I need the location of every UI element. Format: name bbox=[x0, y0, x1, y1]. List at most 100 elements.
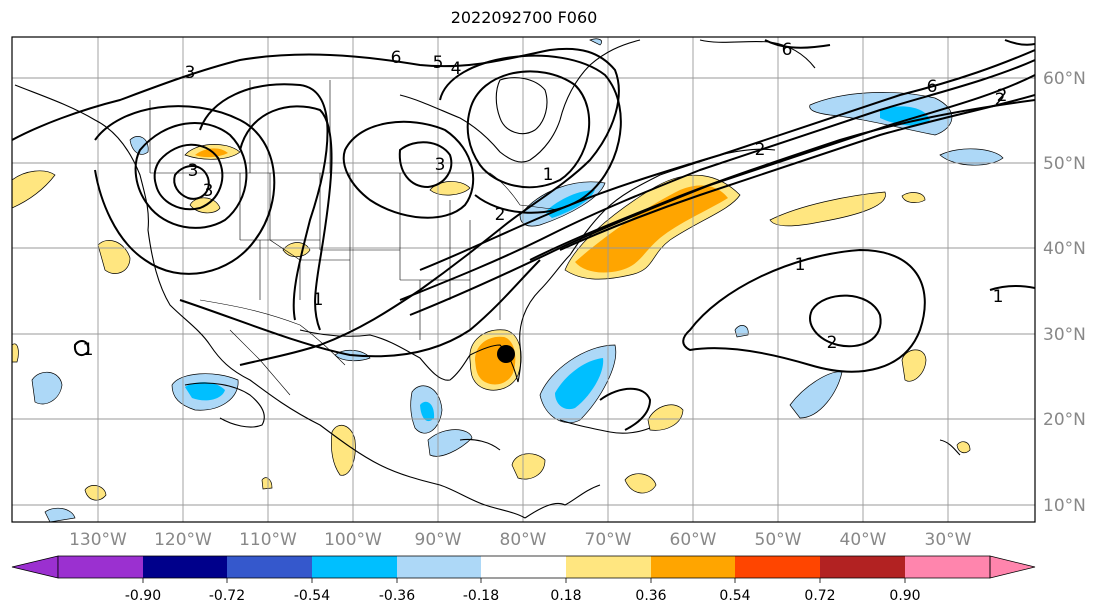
contour-label: 6 bbox=[782, 40, 793, 60]
lon-label: 50°W bbox=[755, 530, 802, 550]
cool-core-eastpac bbox=[185, 382, 225, 401]
latitude-labels: 60°N 50°N 40°N 30°N 20°N 10°N bbox=[1043, 69, 1086, 516]
colorbar-segment bbox=[735, 556, 820, 578]
warm-blob-nw-small bbox=[261, 477, 273, 490]
colorbar-tick-label: -0.90 bbox=[125, 588, 161, 604]
contour-label: 4 bbox=[451, 59, 462, 79]
contour-atlantic-jet-4 bbox=[559, 94, 1035, 251]
colorbar-segment bbox=[312, 556, 397, 578]
contour-low-west bbox=[134, 122, 248, 229]
contour-label: 6 bbox=[391, 48, 402, 68]
warm-blob-atlantic-2 bbox=[901, 192, 926, 203]
contour-label: 1 bbox=[795, 255, 806, 275]
cool-blob-bc bbox=[129, 136, 149, 155]
colorbar-segment bbox=[566, 556, 651, 578]
contour-lines bbox=[12, 39, 1035, 431]
map-title: 2022092700 F060 bbox=[450, 8, 598, 27]
cool-blob-pac-sw bbox=[44, 507, 76, 522]
contour-label: 3 bbox=[203, 181, 214, 201]
colorbar-extend-low bbox=[11, 555, 59, 579]
warm-band-core bbox=[575, 185, 728, 273]
lat-label: 60°N bbox=[1043, 69, 1086, 89]
contour-label: 1 bbox=[543, 165, 554, 185]
lat-label: 30°N bbox=[1043, 325, 1086, 345]
contour-low-lakes bbox=[342, 120, 475, 219]
contour-labels: 3 6 5 4 6 2 3 3 3 1 2 2 1 1 1 2 6 2 1 bbox=[83, 40, 1008, 360]
contour-label: 1 bbox=[313, 290, 324, 310]
contour-label: 2 bbox=[495, 205, 506, 225]
lat-label: 10°N bbox=[1043, 496, 1086, 516]
contour-east-edge bbox=[989, 284, 1035, 291]
contour-label: 2 bbox=[995, 90, 1006, 110]
contour-low-lakes-2 bbox=[398, 141, 453, 189]
warm-blob-canada-core bbox=[195, 148, 228, 158]
warm-blob-caribbean bbox=[647, 404, 684, 431]
lon-label: 60°W bbox=[670, 530, 717, 550]
contour-subtropical-inner bbox=[809, 294, 882, 348]
lat-label: 50°N bbox=[1043, 154, 1086, 174]
colorbar-tick-label: -0.36 bbox=[379, 588, 415, 604]
colorbar-segment bbox=[227, 556, 312, 578]
warm-blob-baja bbox=[84, 485, 107, 501]
colorbar-tick-label: -0.72 bbox=[209, 588, 245, 604]
colorbar-tick-label: 0.54 bbox=[719, 588, 750, 604]
contour-ne-6 bbox=[764, 39, 831, 49]
contour-gulf-loop bbox=[179, 259, 541, 358]
warm-blob-gulf bbox=[511, 453, 546, 480]
contour-atlantic-jet-3 bbox=[529, 99, 1035, 261]
colorbar-segment bbox=[397, 556, 481, 578]
warm-blob-pacific-1 bbox=[97, 240, 131, 274]
contour-label: 2 bbox=[755, 140, 766, 160]
colorbar-tick-label: -0.18 bbox=[463, 588, 499, 604]
contour-ridge-1 bbox=[199, 83, 329, 321]
colorbar-segment bbox=[58, 556, 143, 578]
lon-label: 30°W bbox=[925, 530, 972, 550]
lon-label: 110°W bbox=[239, 530, 297, 550]
colorbar-tick-label: 0.36 bbox=[635, 588, 666, 604]
cool-core-bahamas bbox=[555, 358, 604, 410]
warm-blob-atlantic-1 bbox=[769, 191, 886, 227]
cool-blob-pacific-w bbox=[31, 372, 63, 405]
lon-label: 80°W bbox=[500, 530, 547, 550]
lon-label: 40°W bbox=[840, 530, 887, 550]
contour-subtropical bbox=[682, 248, 926, 373]
warm-blob-central bbox=[624, 473, 657, 494]
contour-label: 5 bbox=[433, 53, 444, 73]
contour-label: 1 bbox=[993, 287, 1004, 307]
colorbar-extend-high bbox=[989, 555, 1036, 579]
lat-label: 20°N bbox=[1043, 410, 1086, 430]
colorbar: -0.90 -0.72 -0.54 -0.36 -0.18 0.18 0.36 … bbox=[11, 555, 1036, 604]
warm-blob-pacific-2 bbox=[12, 170, 56, 209]
lon-label: 120°W bbox=[154, 530, 212, 550]
contour-caribbean bbox=[599, 387, 652, 431]
cool-blob-small-ne bbox=[589, 38, 603, 46]
contour-atlantic-jet-1 bbox=[399, 59, 1035, 301]
coastlines bbox=[14, 39, 961, 519]
longitude-labels: 130°W 120°W 110°W 100°W 90°W 80°W 70°W 6… bbox=[69, 530, 972, 550]
contour-label: 3 bbox=[185, 63, 196, 83]
storm-center-marker bbox=[497, 345, 515, 363]
colorbar-tick-label: -0.54 bbox=[294, 588, 330, 604]
cool-blob-atl-mid bbox=[734, 325, 749, 338]
contour-low-west-2 bbox=[153, 143, 224, 211]
colorbar-tick-label: 0.90 bbox=[889, 588, 920, 604]
warm-blob-east-atl bbox=[956, 441, 971, 454]
contour-label: 2 bbox=[997, 86, 1008, 106]
colorbar-segment bbox=[143, 556, 227, 578]
contour-label: 6 bbox=[927, 77, 938, 97]
lon-label: 90°W bbox=[415, 530, 462, 550]
contour-atlantic-jet-5 bbox=[419, 49, 1035, 271]
lat-label: 40°N bbox=[1043, 239, 1086, 259]
contour-hudson bbox=[466, 70, 591, 189]
contour-west-small bbox=[73, 339, 90, 357]
contour-label: 2 bbox=[827, 333, 838, 353]
cool-blob-central-am bbox=[427, 429, 473, 457]
colorbar-segment bbox=[651, 556, 735, 578]
contour-outer-west bbox=[12, 47, 620, 366]
contour-ridge-2 bbox=[239, 105, 333, 331]
political-borders bbox=[149, 80, 561, 396]
lon-label: 70°W bbox=[585, 530, 632, 550]
contour-low-west-outer bbox=[94, 105, 276, 275]
map-frame bbox=[11, 36, 1036, 523]
